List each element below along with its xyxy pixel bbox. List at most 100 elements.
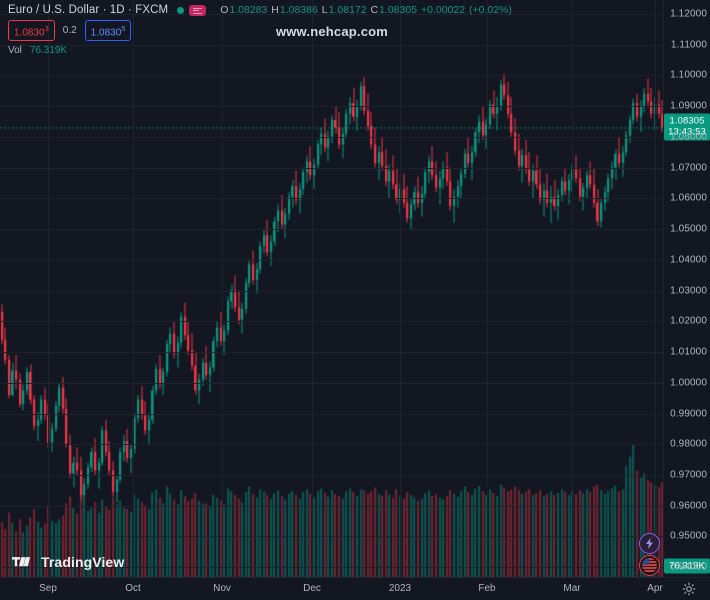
ohlc-c-key: C: [370, 4, 379, 16]
grid-line-horizontal: [0, 444, 664, 445]
chart-legend: Euro / U.S. Dollar · 1D · FXCM O1.08283 …: [8, 3, 513, 57]
lightning-bolt-icon[interactable]: [639, 533, 660, 554]
current-price-badge: 1.08305 13:43:53: [664, 113, 710, 141]
volume-badge-value: 76.319K: [669, 560, 705, 572]
price-axis-tick: 1.10000: [670, 69, 707, 81]
grid-line-horizontal: [0, 137, 664, 138]
flag-glyph: [642, 558, 657, 573]
grid-line-horizontal: [0, 414, 664, 415]
grid-line-vertical: [400, 0, 401, 578]
grid-line-horizontal: [0, 352, 664, 353]
tradingview-logo[interactable]: TradingView: [12, 554, 124, 570]
spread-value: 0.2: [62, 25, 77, 36]
price-axis-tick: 1.06000: [670, 192, 707, 204]
grid-line-horizontal: [0, 198, 664, 199]
grid-line-horizontal: [0, 75, 664, 76]
grid-line-vertical: [572, 0, 573, 578]
grid-line-horizontal: [0, 291, 664, 292]
ask-price-value: 1.0830: [90, 27, 122, 39]
price-axis-tick: 1.02000: [670, 315, 707, 327]
grid-line-horizontal: [0, 567, 664, 568]
time-axis-tick: Apr: [647, 583, 663, 594]
time-axis-tick: Oct: [125, 583, 141, 594]
time-axis[interactable]: Sep Oct Nov Dec 2023 Feb Mar Apr: [0, 577, 710, 600]
price-axis-tick: 1.05000: [670, 223, 707, 235]
current-price-value: 1.08305: [669, 115, 705, 127]
ohlc-l-value: 1.08172: [328, 4, 367, 16]
grid-line-vertical: [222, 0, 223, 578]
bid-price-sup: 3: [44, 23, 49, 33]
price-axis-tick: 0.99000: [670, 408, 707, 420]
grid-line-horizontal: [0, 229, 664, 230]
ohlc-change-pct: (+0.02%): [468, 4, 512, 16]
volume-badge: 76.319K: [664, 558, 710, 574]
price-axis-tick: 1.09000: [670, 100, 707, 112]
grid-line-vertical: [655, 0, 656, 578]
price-axis-tick: 1.00000: [670, 377, 707, 389]
grid-line-horizontal: [0, 45, 664, 46]
price-axis-tick: 0.96000: [670, 500, 707, 512]
time-axis-tick: Nov: [213, 583, 231, 594]
ohlc-change: +0.00022: [420, 4, 466, 16]
grid-line-horizontal: [0, 506, 664, 507]
grid-line-horizontal: [0, 14, 664, 15]
ohlc-o-key: O: [220, 4, 229, 16]
price-axis[interactable]: 1.08305 13:43:53 76.319K 1.12000 1.11000 1…: [663, 0, 710, 578]
bid-price-value: 1.0830: [14, 27, 45, 39]
time-axis-tick: 2023: [388, 583, 412, 594]
grid-line-horizontal: [0, 475, 664, 476]
market-open-dot: [177, 6, 185, 14]
price-axis-tick: 0.97000: [670, 469, 707, 481]
site-watermark: www.nehcap.com: [275, 24, 389, 39]
price-axis-tick: 1.08000: [670, 131, 707, 143]
us-flag-icon[interactable]: [639, 555, 660, 576]
time-axis-tick: Dec: [303, 583, 321, 594]
legend-row-symbol: Euro / U.S. Dollar · 1D · FXCM O1.08283 …: [8, 3, 513, 17]
grid-line-vertical: [487, 0, 488, 578]
gear-icon[interactable]: [682, 582, 696, 596]
price-axis-tick: 0.98000: [670, 438, 707, 450]
symbol-title[interactable]: Euro / U.S. Dollar · 1D · FXCM: [8, 4, 169, 16]
grid-line-horizontal: [0, 260, 664, 261]
time-axis-tick: Feb: [478, 583, 496, 594]
legend-row-volume: Vol 76.319K: [8, 43, 513, 57]
ohlc-h-key: H: [271, 4, 279, 16]
indicator-badge-icon[interactable]: [189, 4, 207, 16]
grid-line-horizontal: [0, 168, 664, 169]
ask-price-sup: 5: [121, 23, 126, 33]
bolt-glyph: [646, 538, 653, 549]
candlestick-canvas[interactable]: [0, 0, 664, 578]
ohlc-l-key: L: [321, 4, 328, 16]
chart-plot-area[interactable]: [0, 0, 664, 578]
current-price-time: 13:43:53: [668, 126, 706, 138]
legend-row-prices: 1.08303 0.2 1.08305: [8, 19, 513, 42]
price-axis-tick: 1.04000: [670, 254, 707, 266]
price-axis-tick: 1.11000: [670, 39, 707, 51]
ohlc-o-value: 1.08283: [229, 4, 268, 16]
ohlc-h-value: 1.08386: [279, 4, 318, 16]
tradingview-wordmark: TradingView: [41, 554, 125, 570]
price-axis-tick: 1.12000: [670, 8, 707, 20]
time-axis-tick: Sep: [39, 583, 57, 594]
grid-line-horizontal: [0, 383, 664, 384]
bid-price-box[interactable]: 1.08303: [8, 19, 55, 42]
ohlc-c-value: 1.08305: [379, 4, 418, 16]
grid-line-vertical: [133, 0, 134, 578]
grid-line-vertical: [48, 0, 49, 578]
grid-line-vertical: [312, 0, 313, 578]
time-axis-tick: Mar: [563, 583, 581, 594]
price-axis-tick: 0.94000: [670, 561, 707, 573]
price-axis-tick: 1.03000: [670, 285, 707, 297]
grid-line-horizontal: [0, 321, 664, 322]
tradingview-mark-icon: [12, 557, 31, 567]
price-axis-tick: 1.01000: [670, 346, 707, 358]
ohlc-values: O1.08283 H1.08386 L1.08172 C1.08305 +0.0…: [220, 4, 513, 16]
volume-label: Vol: [8, 44, 22, 56]
price-axis-tick: 0.95000: [670, 530, 707, 542]
price-axis-tick: 1.07000: [670, 162, 707, 174]
ask-price-box[interactable]: 1.08305: [84, 19, 132, 42]
grid-line-horizontal: [0, 106, 664, 107]
volume-value: 76.319K: [29, 44, 68, 56]
grid-line-horizontal: [0, 536, 664, 537]
